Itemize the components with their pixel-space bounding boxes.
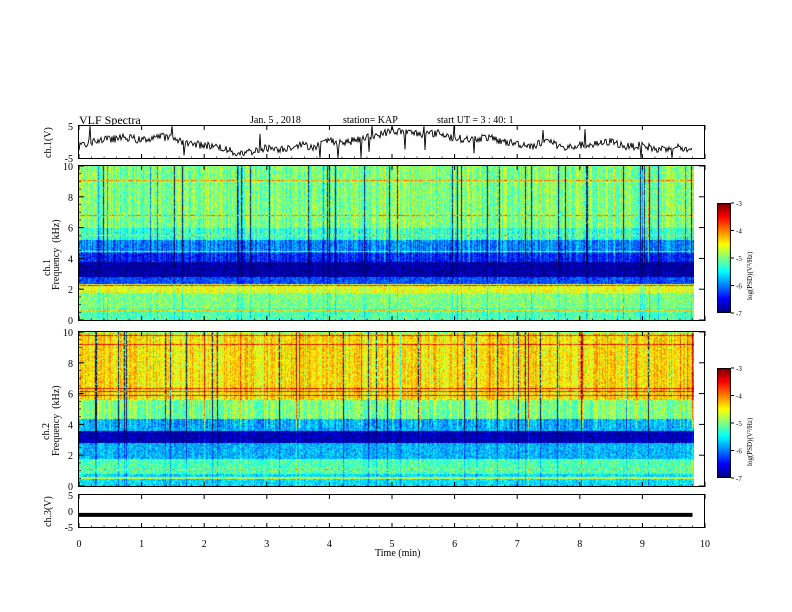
ch2-spectrogram-ytick-label: 2 bbox=[68, 451, 73, 462]
ch1-spectrogram-ytick-label: 8 bbox=[68, 193, 73, 204]
ch2-spectrogram-ytick-label: 10 bbox=[63, 328, 73, 339]
ch1-colorbar-tick-label: -6 bbox=[736, 283, 742, 291]
x-tick-label: 2 bbox=[202, 539, 207, 550]
chart-title: VLF Spectra bbox=[79, 113, 141, 127]
ch1-waveform-ytick-label: -5 bbox=[65, 154, 73, 165]
ch1-spectrogram-ytick-label: 6 bbox=[68, 224, 73, 235]
ch1-spectrogram-ytick-label: 0 bbox=[68, 316, 73, 327]
ch2-colorbar-tick-label: -5 bbox=[736, 420, 742, 428]
ch2-spectrogram-ytick-label: 8 bbox=[68, 359, 73, 370]
x-tick-label: 8 bbox=[577, 539, 582, 550]
ch2-colorbar-tick-label: -4 bbox=[736, 393, 742, 401]
ch2-spectrogram-ytick-label: 6 bbox=[68, 390, 73, 401]
ch1-spectrogram-ytick-label: 10 bbox=[63, 162, 73, 173]
ch3-waveform-ytick-label: -5 bbox=[65, 523, 73, 534]
ch1-spectrogram-image bbox=[79, 166, 694, 320]
ch1-spectrogram-ytick-label: 4 bbox=[68, 254, 73, 265]
ch1-colorbar-tick-label: -7 bbox=[736, 310, 742, 318]
ch2-colorbar-tick-label: -6 bbox=[736, 448, 742, 456]
ch2-spectrogram-image bbox=[79, 332, 694, 486]
x-tick-label: 0 bbox=[77, 539, 82, 550]
x-tick-label: 3 bbox=[264, 539, 269, 550]
x-tick-label: 6 bbox=[452, 539, 457, 550]
ch1-spectrogram-ytick-label: 2 bbox=[68, 285, 73, 296]
ch3-waveform-ytick-label: 5 bbox=[68, 491, 73, 502]
x-tick-label: 9 bbox=[640, 539, 645, 550]
x-tick-label: 5 bbox=[390, 539, 395, 550]
x-tick-label: 7 bbox=[515, 539, 520, 550]
ch1-waveform-line bbox=[78, 125, 693, 159]
ch1-colorbar bbox=[717, 203, 731, 313]
date-label: Jan. 5 , 2018 bbox=[250, 115, 301, 126]
ch3-waveform-ytick-label: 0 bbox=[68, 507, 73, 518]
x-tick-label: 4 bbox=[327, 539, 332, 550]
start-time-label: start UT = 3 : 40: 1 bbox=[437, 115, 514, 126]
ch2-spectrogram-ytick-label: 4 bbox=[68, 420, 73, 431]
ch2-colorbar bbox=[717, 368, 731, 478]
ch1-colorbar-tick-label: -4 bbox=[736, 228, 742, 236]
x-tick-label: 10 bbox=[700, 539, 710, 550]
x-tick-label: 1 bbox=[139, 539, 144, 550]
ch2-colorbar-tick-label: -7 bbox=[736, 475, 742, 483]
station-label: station= KAP bbox=[343, 115, 398, 126]
ch1-colorbar-tick-label: -3 bbox=[736, 200, 742, 208]
ch2-colorbar-tick-label: -3 bbox=[736, 365, 742, 373]
x-axis-title: Time (min) bbox=[375, 548, 421, 559]
ch1-waveform-ytick-label: 5 bbox=[68, 122, 73, 133]
ch1-colorbar-tick-label: -5 bbox=[736, 255, 742, 263]
ch2-spectrogram-ytick-label: 0 bbox=[68, 482, 73, 493]
